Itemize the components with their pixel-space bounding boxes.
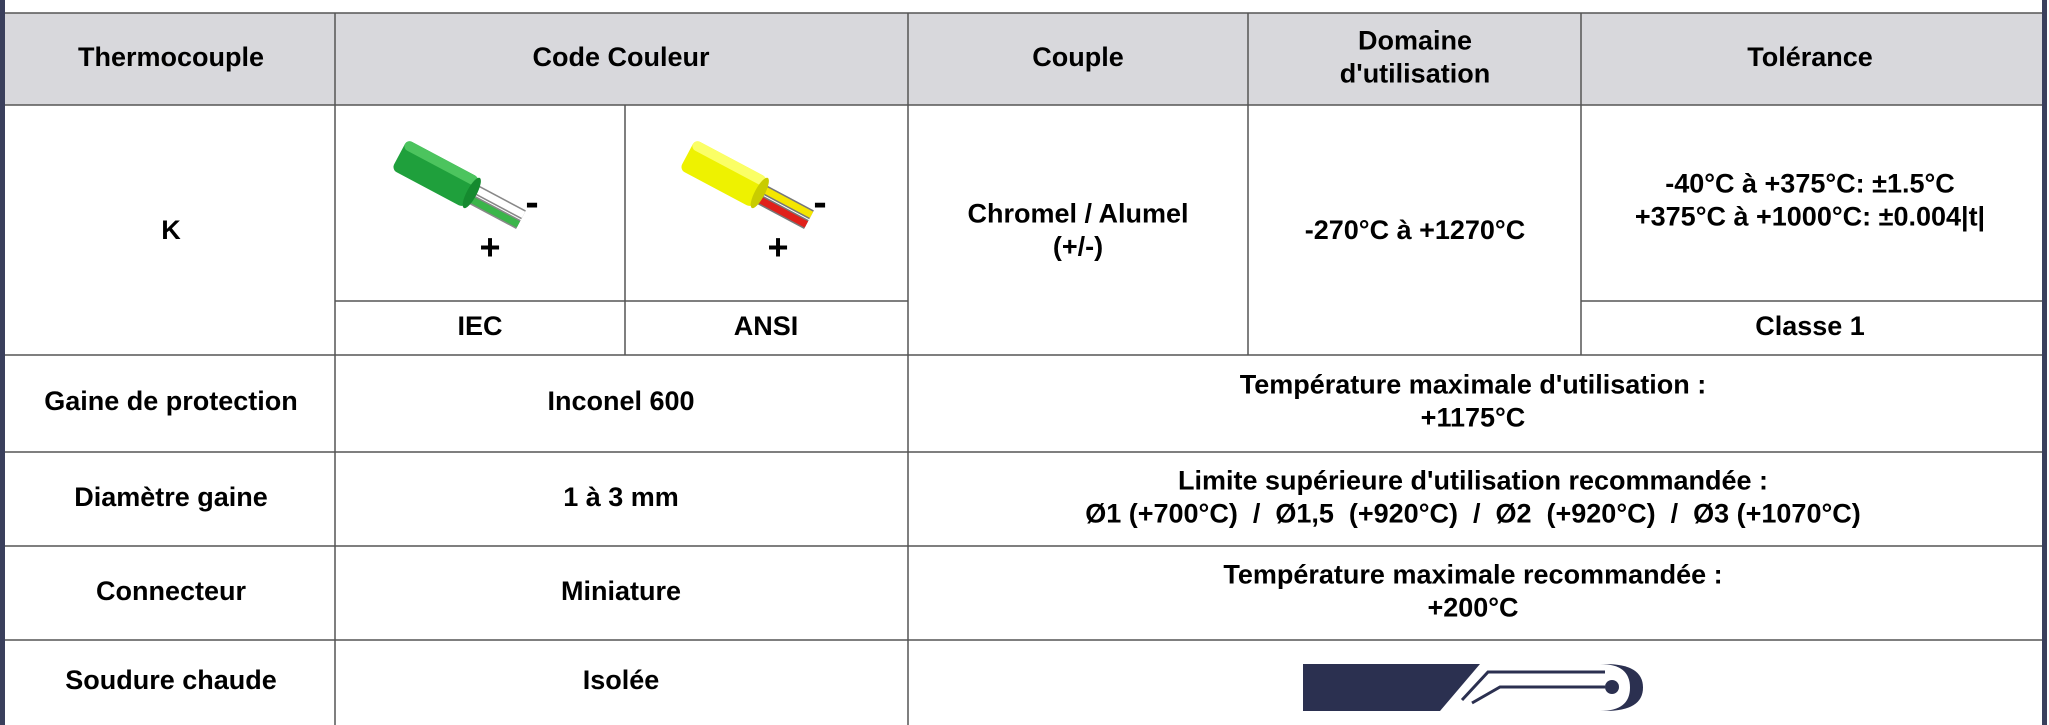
ansi-wire-icon [679,139,817,234]
header-cell: Thermocouple [78,42,264,72]
thermocouple-type: K [161,215,181,245]
iec-wire-icon [391,139,529,234]
row-label: Diamètre gaine [74,482,268,512]
header-cell: Code Couleur [532,42,709,72]
row-note: Limite supérieure d'utilisation recomman… [1178,466,1768,496]
icon-sign: - [813,181,826,225]
row-label: Soudure chaude [65,665,277,695]
header-cell: Couple [1032,42,1124,72]
row-note: Ø1 (+700°C) / Ø1,5 (+920°C) / Ø2 (+920°C… [1085,499,1861,529]
ansi-label: ANSI [734,311,799,341]
row-note: Température maximale recommandée : [1223,560,1722,590]
icon-sign: - [525,181,538,225]
row-value: Inconel 600 [547,386,694,416]
row-note: +1175°C [1421,403,1526,433]
junction-icon [1303,664,1643,711]
spec-table: Thermocouple Code Couleur Couple Domained'u… [0,0,2049,725]
grid [5,13,2042,725]
row-value: 1 à 3 mm [563,482,679,512]
icon-sign: + [479,227,500,268]
header-cell: Domaine [1358,26,1472,56]
row-label: Gaine de protection [44,386,298,416]
row-value: Isolée [583,665,660,695]
row-value: Miniature [561,576,681,606]
row-note: +200°C [1427,593,1518,623]
header-bg [5,13,2042,105]
tolerance: +375°C à +1000°C: ±0.004|t| [1635,202,1985,232]
classe: Classe 1 [1755,311,1865,341]
row-note: Température maximale d'utilisation : [1240,370,1707,400]
header-cell: d'utilisation [1340,59,1490,89]
tolerance: -40°C à +375°C: ±1.5°C [1665,169,1955,199]
couple: (+/-) [1053,232,1103,262]
header-cell: Tolérance [1747,42,1873,72]
icon-sign: + [767,227,788,268]
couple: Chromel / Alumel [967,199,1188,229]
iec-label: IEC [457,311,502,341]
frame [3,0,2045,725]
row-label: Connecteur [96,576,247,606]
domaine: -270°C à +1270°C [1305,215,1525,245]
